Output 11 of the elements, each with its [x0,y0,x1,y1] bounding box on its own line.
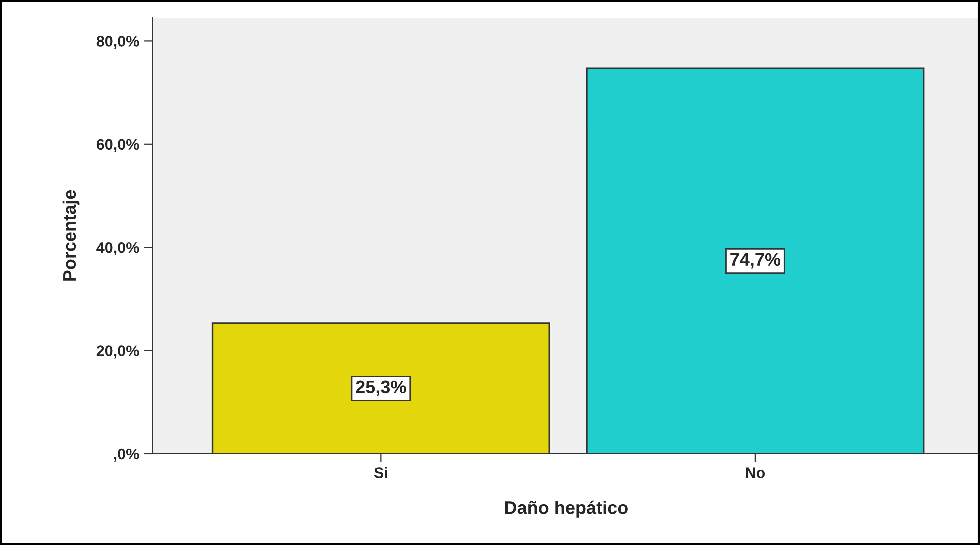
x-tick-label: No [746,468,766,478]
y-tick-label: 40,0% [96,242,140,256]
x-axis-title: Daño hepático [505,500,628,518]
y-tick-label: 60,0% [96,139,140,152]
y-tick-label: 80,0% [96,36,140,50]
y-tick-label: 20,0% [96,346,140,359]
y-axis-title: Porcentaje [62,190,80,281]
x-tick-label: Si [374,467,388,478]
y-tick-label: ,0% [114,448,140,462]
data-label: 25,3% [356,380,406,396]
data-label: 74,7% [730,253,781,269]
